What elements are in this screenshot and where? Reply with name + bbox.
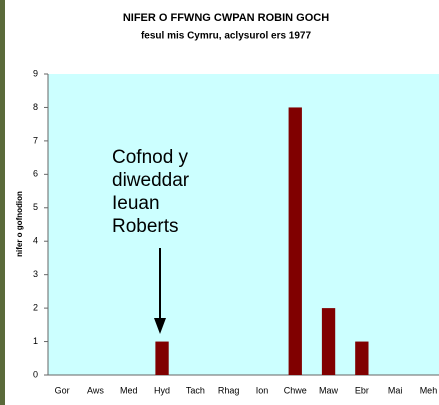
y-tick-label: 5 (33, 202, 38, 212)
x-tick-label: Gor (55, 385, 70, 395)
bar (322, 308, 335, 375)
x-tick-label: Tach (186, 385, 205, 395)
photo-edge (0, 0, 5, 405)
x-tick-label: Aws (87, 385, 104, 395)
annotation-text: Roberts (112, 216, 179, 237)
chart: NIFER O FFWNG CWPAN ROBIN GOCH fesul mis… (0, 0, 439, 405)
annotation-text: Ieuan (112, 193, 160, 214)
y-tick-label: 8 (33, 102, 38, 112)
bar (289, 107, 302, 375)
x-tick-label: Med (120, 385, 138, 395)
y-tick-label: 6 (33, 169, 38, 179)
y-tick-label: 7 (33, 135, 38, 145)
y-tick-label: 0 (33, 369, 38, 379)
chart-title: NIFER O FFWNG CWPAN ROBIN GOCH (123, 12, 329, 24)
annotation-text: diweddar (112, 170, 190, 191)
plot-area (48, 74, 439, 375)
x-tick-label: Chwe (284, 385, 307, 395)
chart-subtitle: fesul mis Cymru, aclysurol ers 1977 (141, 31, 312, 42)
x-tick-label: Ion (256, 385, 269, 395)
annotation-text: Cofnod y (112, 147, 189, 168)
y-tick-label: 3 (33, 269, 38, 279)
y-tick-label: 9 (33, 68, 38, 78)
y-tick-label: 1 (33, 336, 38, 346)
bar (355, 342, 368, 375)
y-axis-label: nifer o gofnodion (15, 191, 24, 257)
x-tick-label: Meh (420, 385, 438, 395)
y-tick-label: 4 (33, 236, 38, 246)
bar (155, 342, 168, 375)
y-tick-label: 2 (33, 302, 38, 312)
x-tick-label: Ebr (355, 385, 369, 395)
x-tick-label: Maw (319, 385, 339, 395)
x-tick-label: Rhag (218, 385, 240, 395)
x-tick-label: Hyd (154, 385, 170, 395)
x-tick-label: Mai (388, 385, 403, 395)
